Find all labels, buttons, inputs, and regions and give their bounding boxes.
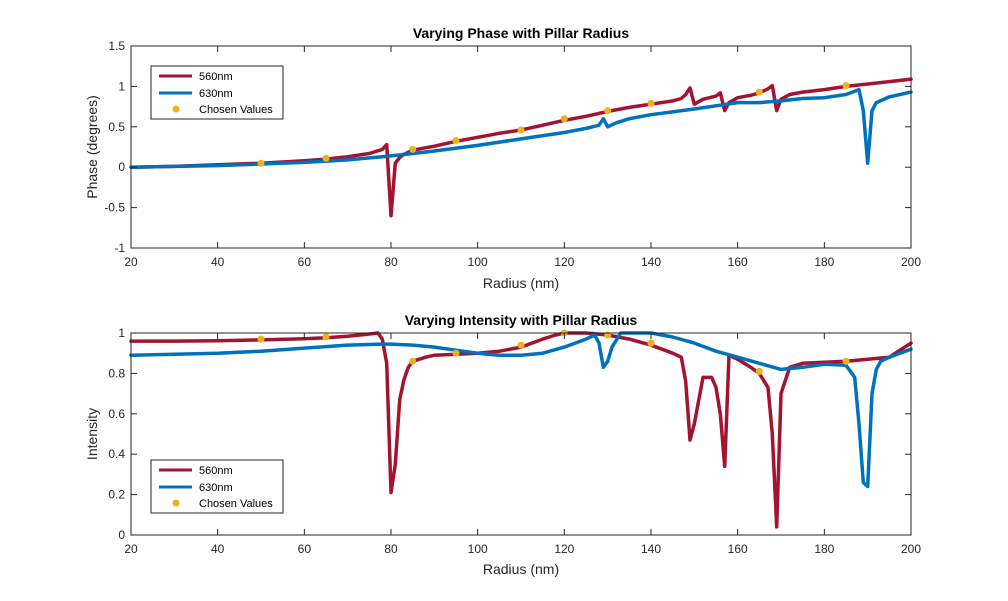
phase-chart-title: Varying Phase with Pillar Radius bbox=[413, 25, 630, 41]
phase-y-axis-label: Phase (degrees) bbox=[84, 95, 100, 199]
phase-series-560nm bbox=[129, 77, 913, 218]
intensity-chosen-point bbox=[755, 367, 763, 375]
intensity-plot-frame bbox=[130, 332, 912, 536]
intensity-chosen-point bbox=[452, 349, 460, 357]
intensity-y-tick-label: 1 bbox=[118, 326, 125, 340]
phase-x-tick-label: 140 bbox=[641, 255, 661, 269]
phase-chosen-point bbox=[647, 99, 655, 107]
intensity-chart: Varying Intensity with Pillar Radius Rad… bbox=[84, 312, 921, 577]
phase-x-tick-label: 120 bbox=[554, 255, 574, 269]
phase-x-tick-label: 160 bbox=[728, 255, 748, 269]
intensity-chosen-point bbox=[322, 333, 330, 341]
intensity-y-tick-label: 0.8 bbox=[108, 366, 125, 380]
phase-plot-frame bbox=[130, 45, 912, 249]
intensity-x-tick-label: 40 bbox=[211, 542, 225, 556]
phase-chart: Varying Phase with Pillar Radius Radius … bbox=[84, 25, 921, 291]
intensity-y-tick-label: 0.6 bbox=[108, 407, 125, 421]
phase-y-tick-label: 1 bbox=[118, 79, 125, 93]
intensity-x-tick-label: 20 bbox=[124, 542, 138, 556]
intensity-x-tick-label: 120 bbox=[554, 542, 574, 556]
phase-chosen-points bbox=[257, 82, 850, 167]
intensity-legend: 560nm 630nm Chosen Values bbox=[150, 459, 284, 514]
phase-x-tick-label: 20 bbox=[124, 255, 138, 269]
intensity-x-tick-label: 100 bbox=[468, 542, 488, 556]
phase-x-tick-label: 80 bbox=[384, 255, 398, 269]
intensity-x-tick-label: 80 bbox=[384, 542, 398, 556]
intensity-x-tick-label: 200 bbox=[901, 542, 921, 556]
phase-x-tick-label: 180 bbox=[814, 255, 834, 269]
phase-chosen-point bbox=[409, 145, 417, 153]
intensity-y-tick-label: 0.2 bbox=[108, 488, 125, 502]
intensity-x-tick-label: 180 bbox=[814, 542, 834, 556]
phase-chosen-point bbox=[755, 88, 763, 96]
phase-axis-ticks: 20 40 60 80 100 120 140 160 180 200 -1 -0.5 0 0.5 1 1.5 bbox=[104, 39, 921, 269]
legend-label-560nm: 560nm bbox=[199, 465, 233, 477]
legend-label-630nm: 630nm bbox=[199, 482, 233, 494]
legend-label-chosen: Chosen Values bbox=[199, 498, 273, 510]
phase-chosen-point bbox=[322, 154, 330, 162]
phase-chosen-point bbox=[452, 137, 460, 144]
intensity-y-tick-label: 0 bbox=[118, 528, 125, 542]
legend-marker-chosen bbox=[172, 499, 180, 507]
intensity-x-axis-label: Radius (nm) bbox=[483, 561, 559, 577]
legend-label-chosen: Chosen Values bbox=[199, 104, 273, 116]
intensity-x-tick-label: 160 bbox=[728, 542, 748, 556]
phase-x-axis-label: Radius (nm) bbox=[483, 275, 559, 291]
intensity-chart-title: Varying Intensity with Pillar Radius bbox=[405, 312, 638, 328]
intensity-x-tick-label: 60 bbox=[298, 542, 312, 556]
phase-chosen-point bbox=[842, 82, 850, 90]
legend-label-630nm: 630nm bbox=[199, 88, 233, 100]
phase-chosen-point bbox=[560, 115, 568, 123]
intensity-axis-ticks: 20 40 60 80 100 120 140 160 180 200 0 0.2 0.4 0.6 0.8 1 bbox=[108, 326, 921, 556]
phase-y-tick-label: -0.5 bbox=[104, 201, 125, 215]
intensity-y-axis-label: Intensity bbox=[84, 408, 100, 460]
intensity-chosen-point bbox=[647, 339, 655, 347]
phase-y-tick-label: 0 bbox=[118, 160, 125, 174]
phase-chosen-point bbox=[517, 126, 525, 134]
phase-series-630nm bbox=[129, 87, 913, 169]
intensity-x-tick-label: 140 bbox=[641, 542, 661, 556]
phase-chosen-point bbox=[257, 159, 265, 167]
legend-marker-chosen bbox=[172, 105, 180, 113]
phase-x-tick-label: 200 bbox=[901, 255, 921, 269]
intensity-chosen-point bbox=[409, 357, 417, 365]
phase-x-tick-label: 100 bbox=[468, 255, 488, 269]
intensity-y-tick-label: 0.4 bbox=[108, 447, 125, 461]
intensity-chosen-point bbox=[517, 341, 525, 349]
intensity-chosen-point bbox=[257, 335, 265, 343]
phase-x-tick-label: 60 bbox=[298, 255, 312, 269]
phase-y-tick-label: 1.5 bbox=[108, 39, 125, 53]
phase-chosen-point bbox=[604, 107, 612, 115]
phase-series-lines bbox=[129, 77, 913, 218]
phase-x-tick-label: 40 bbox=[211, 255, 225, 269]
intensity-series-630nm bbox=[129, 331, 913, 489]
phase-y-tick-label: -1 bbox=[114, 241, 125, 255]
phase-legend: 560nm 630nm Chosen Values bbox=[150, 65, 284, 120]
intensity-chosen-point bbox=[842, 357, 850, 365]
legend-label-560nm: 560nm bbox=[199, 71, 233, 83]
phase-y-tick-label: 0.5 bbox=[108, 120, 125, 134]
